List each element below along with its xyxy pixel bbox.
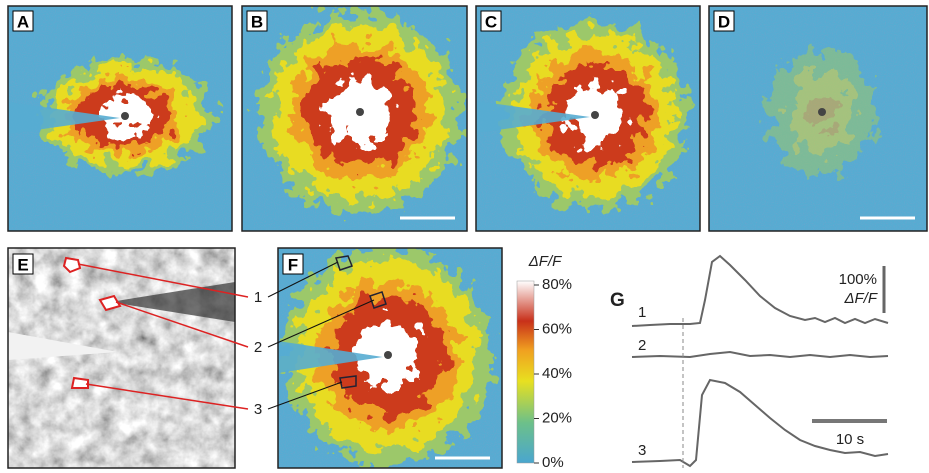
tick-label: 40% <box>542 365 572 382</box>
panel-label: C <box>485 13 497 32</box>
panel-label: B <box>251 13 263 32</box>
heatmap-panel: C <box>476 6 700 231</box>
roi-label: 3 <box>254 401 262 418</box>
heatmap-panel: D <box>709 6 927 231</box>
stim-site <box>818 108 826 116</box>
figure: A B C D E F 1 2 3 100% ΔF/F 10 s 1 2 3 G ΔF/F 80… <box>0 0 929 473</box>
roi-label: 1 <box>254 289 262 306</box>
image <box>709 6 927 231</box>
panel-label: G <box>610 290 625 311</box>
amplitude-label: ΔF/F <box>843 290 877 307</box>
roi-label: 2 <box>254 339 262 356</box>
colorbar <box>517 281 534 463</box>
panel-label: E <box>17 256 28 275</box>
colorbar-title: ΔF/F <box>528 253 562 270</box>
stim-site <box>356 108 364 116</box>
image <box>8 248 235 468</box>
tick-label: 60% <box>542 320 572 337</box>
colorbar-ticks: 80% 60% 40% 20% 0% <box>534 276 572 471</box>
trace-label: 3 <box>638 442 646 459</box>
heatmap-panel: F <box>278 245 502 468</box>
image <box>8 6 232 231</box>
image <box>242 6 467 231</box>
stim-site <box>591 111 599 119</box>
image <box>278 245 502 468</box>
stim-site <box>384 351 392 359</box>
heatmap-panel: B <box>242 6 467 231</box>
roi <box>72 378 88 388</box>
tick-label: 80% <box>542 276 572 293</box>
panel-label: F <box>288 256 298 275</box>
trace-2 <box>632 352 888 357</box>
trace-label: 2 <box>638 337 646 354</box>
trace-label: 1 <box>638 304 646 321</box>
image <box>476 6 700 231</box>
time-label: 10 s <box>836 431 864 448</box>
stim-site <box>121 112 129 120</box>
brightfield-panel: E <box>8 248 235 468</box>
panel-label: D <box>718 13 730 32</box>
heatmap-panel: A <box>8 6 232 231</box>
panels: A B C D E F 1 2 3 <box>8 6 927 468</box>
tick-label: 0% <box>542 454 564 471</box>
tick-label: 20% <box>542 409 572 426</box>
panel-label: A <box>17 13 29 32</box>
amplitude-label: 100% <box>839 271 877 288</box>
